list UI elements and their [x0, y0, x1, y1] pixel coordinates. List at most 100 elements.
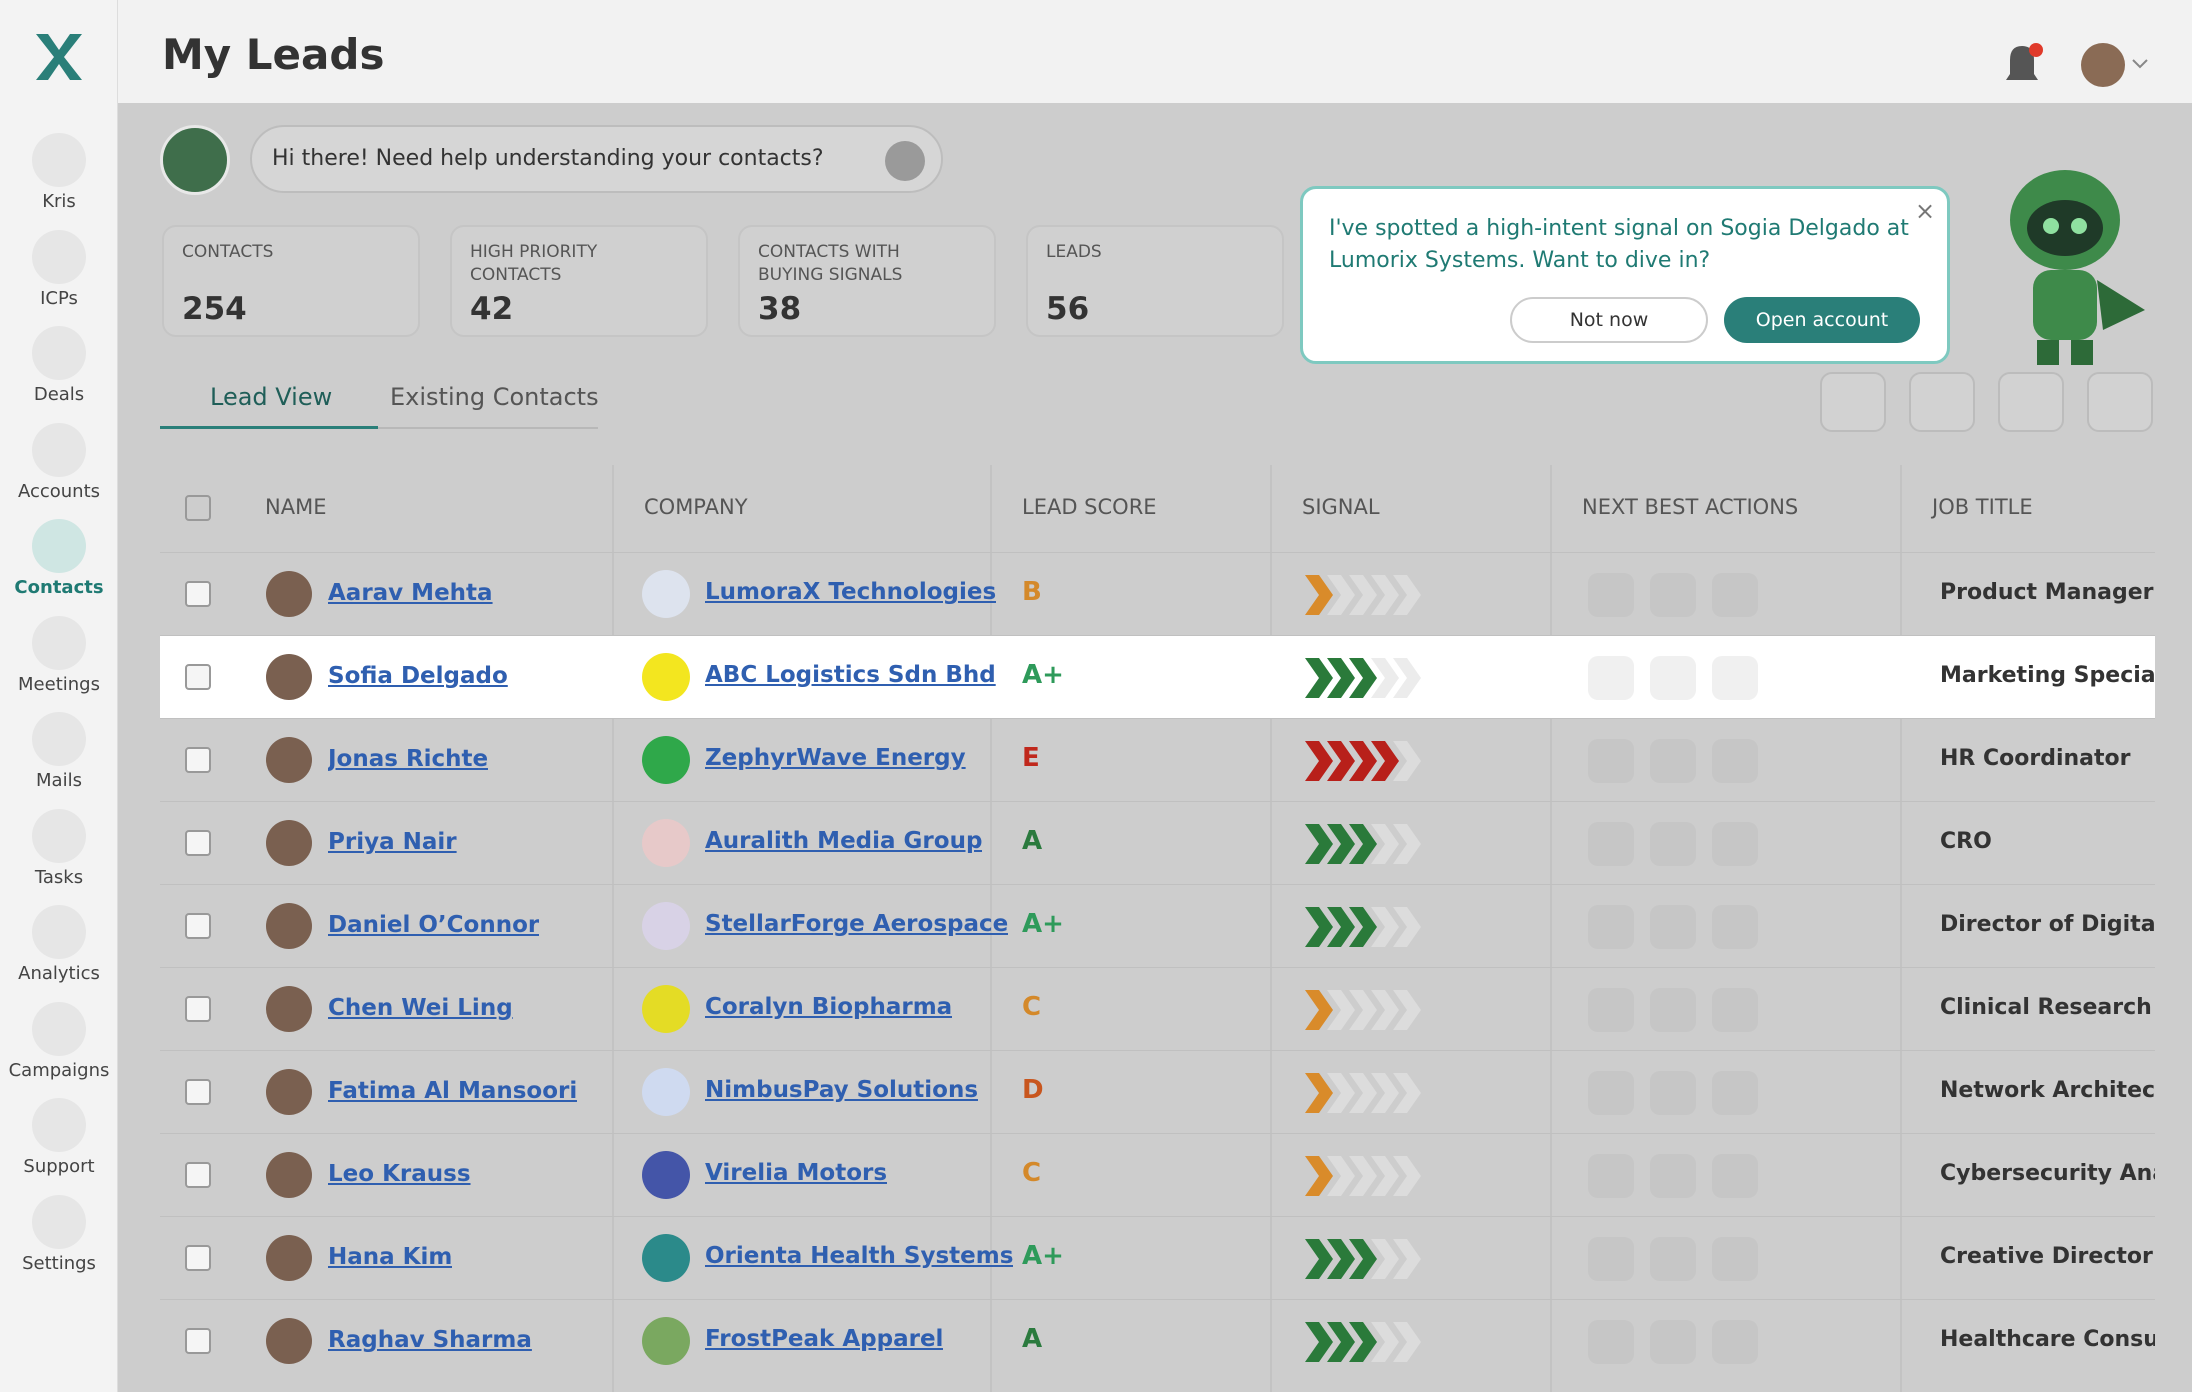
send-button[interactable] [885, 141, 925, 181]
row-checkbox[interactable] [185, 913, 211, 939]
action-button[interactable] [1588, 1237, 1634, 1281]
company-name[interactable]: NimbusPay Solutions [705, 1077, 979, 1103]
contact-name[interactable]: Aarav Mehta [328, 580, 493, 606]
action-button[interactable] [1712, 1154, 1758, 1198]
toolbar-button[interactable] [1998, 372, 2064, 432]
action-button[interactable] [1712, 988, 1758, 1032]
nav-icon[interactable] [32, 229, 86, 284]
action-button[interactable] [1712, 905, 1758, 949]
row-checkbox[interactable] [185, 1245, 211, 1271]
company-name[interactable]: LumoraX Technologies [705, 579, 997, 605]
nav-icon[interactable] [32, 712, 86, 766]
action-button[interactable] [1588, 1320, 1634, 1364]
row-checkbox[interactable] [185, 664, 211, 690]
nav-label[interactable]: Contacts [14, 577, 104, 598]
nav-label[interactable]: Analytics [18, 963, 100, 984]
tab[interactable]: Existing Contacts [390, 383, 599, 411]
action-button[interactable] [1712, 573, 1758, 617]
toolbar-button[interactable] [1909, 372, 1975, 432]
company-name[interactable]: Orienta Health Systems [705, 1243, 1014, 1269]
lead-score: A [1022, 1324, 1043, 1354]
contact-name[interactable]: Sofia Delgado [328, 663, 508, 689]
toolbar-button[interactable] [2087, 372, 2153, 432]
dismiss-button[interactable]: Not now [1510, 297, 1708, 343]
company-name[interactable]: ABC Logistics Sdn Bhd [705, 662, 996, 688]
nav-label[interactable]: Campaigns [8, 1059, 110, 1081]
contact-name[interactable]: Leo Krauss [328, 1161, 471, 1187]
action-button[interactable] [1588, 905, 1634, 949]
stat-value: 254 [182, 291, 247, 327]
action-button[interactable] [1650, 905, 1696, 949]
nav-icon[interactable] [32, 1194, 86, 1249]
contact-name[interactable]: Jonas Richte [328, 746, 489, 772]
action-button[interactable] [1588, 739, 1634, 783]
nav-label[interactable]: Tasks [34, 866, 84, 888]
action-button[interactable] [1588, 988, 1634, 1032]
action-button[interactable] [1650, 1237, 1696, 1281]
company-logo [642, 985, 690, 1033]
action-button[interactable] [1650, 1071, 1696, 1115]
action-button[interactable] [1650, 656, 1696, 700]
contact-name[interactable]: Chen Wei Ling [328, 995, 513, 1021]
action-button[interactable] [1588, 822, 1634, 866]
action-button[interactable] [1712, 822, 1758, 866]
company-name[interactable]: Auralith Media Group [705, 828, 983, 854]
action-button[interactable] [1588, 1154, 1634, 1198]
action-button[interactable] [1650, 739, 1696, 783]
assistant-input[interactable]: Hi there! Need help understanding your c… [250, 125, 943, 193]
nav-label[interactable]: ICPs [40, 287, 78, 309]
nav-icon[interactable] [32, 905, 86, 959]
action-button[interactable] [1650, 1320, 1696, 1364]
nav-icon[interactable] [32, 326, 86, 380]
row-checkbox[interactable] [185, 1328, 211, 1354]
action-button[interactable] [1712, 1320, 1758, 1364]
tab[interactable]: Lead View [210, 383, 333, 411]
action-button[interactable] [1712, 1237, 1758, 1281]
action-button[interactable] [1588, 656, 1634, 700]
action-button[interactable] [1650, 573, 1696, 617]
nav-label[interactable]: Accounts [17, 480, 101, 502]
company-name[interactable]: FrostPeak Apparel [705, 1326, 944, 1352]
row-checkbox[interactable] [185, 747, 211, 773]
action-button[interactable] [1650, 988, 1696, 1032]
contact-name[interactable]: Hana Kim [328, 1244, 453, 1270]
company-name[interactable]: Coralyn Biopharma [705, 994, 953, 1020]
nav-label[interactable]: Deals [33, 384, 85, 405]
action-button[interactable] [1650, 822, 1696, 866]
row-checkbox[interactable] [185, 1162, 211, 1188]
action-button[interactable] [1712, 1071, 1758, 1115]
nav-label[interactable]: Support [23, 1156, 95, 1177]
contact-name[interactable]: Daniel O’Connor [328, 912, 540, 938]
company-name[interactable]: ZephyrWave Energy [705, 745, 966, 771]
action-button[interactable] [1588, 573, 1634, 617]
contact-name[interactable]: Priya Nair [328, 829, 457, 855]
row-checkbox[interactable] [185, 996, 211, 1022]
nav-label[interactable]: Kris [42, 191, 76, 212]
nav-icon[interactable] [32, 615, 86, 670]
nav-icon[interactable] [32, 1001, 86, 1056]
nav-label[interactable]: Mails [36, 770, 82, 791]
nav-icon[interactable] [32, 1098, 86, 1152]
nav-label[interactable]: Meetings [18, 673, 100, 695]
header-checkbox[interactable] [185, 495, 211, 521]
open-account-button[interactable]: Open account [1724, 297, 1920, 343]
nav-icon[interactable] [32, 519, 86, 573]
nav-icon[interactable] [32, 133, 86, 187]
column-header: NAME [265, 495, 327, 519]
row-checkbox[interactable] [185, 1079, 211, 1105]
action-button[interactable] [1712, 656, 1758, 700]
nav-icon[interactable] [32, 422, 86, 477]
contact-name[interactable]: Raghav Sharma [328, 1327, 532, 1353]
nav-icon[interactable] [32, 808, 86, 863]
row-checkbox[interactable] [185, 581, 211, 607]
close-button[interactable]: × [1915, 197, 1936, 225]
action-button[interactable] [1712, 739, 1758, 783]
nav-label[interactable]: Settings [22, 1252, 96, 1274]
action-button[interactable] [1588, 1071, 1634, 1115]
contact-name[interactable]: Fatima Al Mansoori [328, 1078, 578, 1104]
toolbar-button[interactable] [1820, 372, 1886, 432]
action-button[interactable] [1650, 1154, 1696, 1198]
company-name[interactable]: StellarForge Aerospace [705, 911, 1009, 937]
row-checkbox[interactable] [185, 830, 211, 856]
company-name[interactable]: Virelia Motors [705, 1160, 888, 1186]
